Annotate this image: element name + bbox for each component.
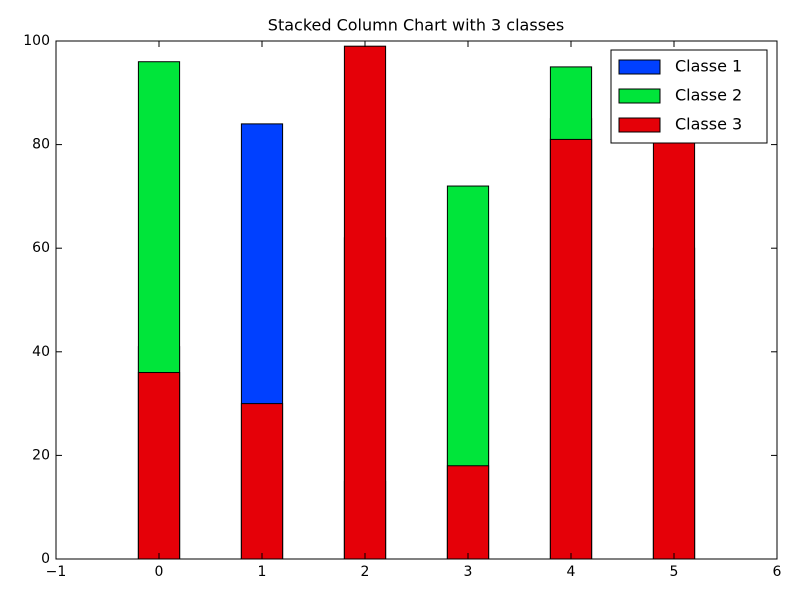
legend-label: Classe 1 <box>675 57 742 76</box>
x-tick-label: 6 <box>773 564 782 580</box>
bar <box>446 465 490 560</box>
y-tick-label: 100 <box>23 33 50 49</box>
bar <box>549 138 593 560</box>
x-tick-label: 2 <box>361 564 370 580</box>
legend: Classe 1 Classe 2 Classe 3 <box>610 49 768 144</box>
legend-swatch <box>618 59 661 75</box>
x-tick-label: 4 <box>567 564 576 580</box>
legend-label: Classe 2 <box>675 86 742 105</box>
legend-swatch <box>618 88 661 104</box>
bar <box>240 403 284 560</box>
x-tick-label: 3 <box>464 564 473 580</box>
bar <box>137 372 181 560</box>
x-tick-label: 5 <box>670 564 679 580</box>
x-tick-label: 0 <box>155 564 164 580</box>
legend-swatch <box>618 117 661 133</box>
chart-title: Stacked Column Chart with 3 classes <box>268 16 564 35</box>
y-tick-label: 60 <box>32 240 50 256</box>
x-tick-label: −1 <box>46 564 67 580</box>
legend-label: Classe 3 <box>675 115 742 134</box>
plot-frame <box>55 40 778 560</box>
y-tick-label: 20 <box>32 447 50 463</box>
y-tick-label: 80 <box>32 137 50 153</box>
bar <box>343 45 387 560</box>
y-tick-label: 0 <box>41 551 50 567</box>
y-tick-label: 40 <box>32 344 50 360</box>
x-tick-label: 1 <box>258 564 267 580</box>
